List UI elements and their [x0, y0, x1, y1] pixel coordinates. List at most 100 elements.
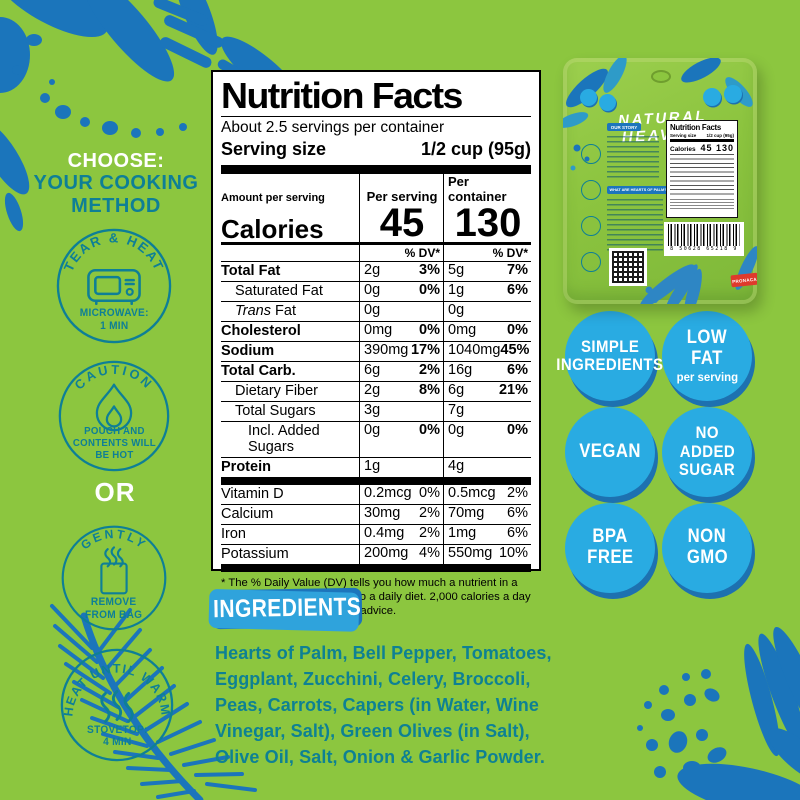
nutrient-values: 0mg 0% [359, 321, 443, 341]
claim-badge: NON GMO [662, 503, 752, 593]
story-text-lines [607, 136, 659, 180]
nutrient-values: 0g 0% [359, 421, 443, 457]
mini-claim-badge [703, 88, 721, 106]
nutrient-values: 16g 6% [443, 361, 531, 381]
vitamin-rows: Vitamin D 0.2mcg 0% 0.5mcg 2% Calcium 30mg 2% 70… [221, 484, 531, 564]
nutrient-values: 6g 2% [359, 361, 443, 381]
nutrient-row: Sodium 390mg 17% 1040mg 45% [221, 340, 531, 361]
step-caption: REMOVE FROM BAG [85, 596, 143, 621]
claim-badge: NO ADDED SUGAR [662, 407, 752, 497]
ingredients-title: INGREDIENTS [212, 592, 362, 624]
microwave-icon: TEAR & HEAT [56, 228, 172, 344]
nutrient-name: Sodium [221, 343, 275, 360]
nutrient-values: 3g [359, 401, 443, 421]
mini-step-icon [581, 180, 601, 200]
vitamin-row: Potassium 200mg 4% 550mg 10% [221, 543, 531, 564]
nutrient-values: 390mg 17% [359, 341, 443, 361]
mini-claim-badge [724, 85, 742, 103]
nutrient-values: 1040mg 45% [443, 341, 531, 361]
nutrient-values: 1mg 6% [443, 524, 531, 544]
nutrient-values: 0.5mcg 2% [443, 484, 531, 504]
nutrient-rows: Total Fat 2g 3% 5g 7% Saturated Fat 0g 0% 1g 6% Tr… [221, 260, 531, 477]
our-story-header: OUR STORY [607, 123, 641, 131]
nutrient-name: Saturated Fat [235, 283, 323, 300]
nutrient-name: Dietary Fiber [235, 383, 318, 400]
nutrient-row: Dietary Fiber 2g 8% 6g 21% [221, 380, 531, 401]
cooking-step-caution: CAUTION POUCH AND CONTENTS WILL BE HOT [57, 359, 171, 473]
vitamin-row: Calcium 30mg 2% 70mg 6% [221, 503, 531, 524]
per-serving-header: Per serving [359, 174, 443, 206]
nutrient-row: Total Sugars 3g 7g [221, 400, 531, 421]
cooking-step-tear-heat: TEAR & HEAT MICROWAVE: 1 MIN [55, 227, 173, 345]
nutrient-values: 5g 7% [443, 261, 531, 281]
nutrient-values: 0.4mg 2% [359, 524, 443, 544]
arc-label: TEAR & HEAT [61, 230, 165, 273]
svg-text:CAUTION: CAUTION [71, 362, 156, 393]
arc-label: CAUTION [71, 362, 154, 393]
serving-size-value: 1/2 cup (95g) [420, 139, 531, 160]
nutrient-row: Protein 1g 4g [221, 456, 531, 477]
vitamin-row: Iron 0.4mg 2% 1mg 6% [221, 523, 531, 544]
cooking-step-stovetop: HEAT UNTIL WARM STOVETOP: 4 MIN [59, 647, 175, 763]
svg-text:HEAT UNTIL WARM: HEAT UNTIL WARM [61, 662, 172, 717]
method-line1: YOUR COOKING [33, 172, 199, 195]
pouch-nutrition-panel: Nutrition Facts Serving size 1/2 cup (95… [666, 120, 738, 218]
bag-steam-icon: GENTLY [61, 525, 167, 631]
serving-size-row: Serving size 1/2 cup (95g) [221, 139, 531, 160]
nutrient-name: Cholesterol [221, 323, 301, 340]
column-header-row: Amount per serving Per serving Per conta… [221, 174, 531, 206]
nutrient-name: Protein [221, 459, 271, 476]
nutrient-row: Total Carb. 6g 2% 16g 6% [221, 360, 531, 381]
servings-per-container: About 2.5 servings per container [221, 119, 445, 137]
nutrient-name: Total Sugars [235, 403, 316, 420]
nutrient-values: 0g 0% [359, 281, 443, 301]
nutrient-values: 70mg 6% [443, 504, 531, 524]
arc-label: HEAT UNTIL WARM [61, 662, 171, 717]
claim-badges: SIMPLE INGREDIENTS LOW FAT per serving VEGAN N… [556, 311, 752, 593]
claim-badge: LOW FAT per serving [662, 311, 752, 401]
mini-step-icon [581, 144, 601, 164]
hearts-of-palm-header: WHAT ARE HEARTS OF PALM? [607, 186, 669, 194]
nutrient-values: 1g 6% [443, 281, 531, 301]
ingredients-badge: INGREDIENTS [211, 587, 363, 630]
calories-row: Calories 45 130 [221, 203, 531, 244]
nutrient-values: 200mg 4% [359, 544, 443, 564]
palm-text-lines [607, 199, 663, 251]
or-separator: OR [94, 477, 136, 507]
nutrient-values: 550mg 10% [443, 544, 531, 564]
nutrient-name: Trans Fat [235, 303, 296, 320]
serving-size-label: Serving size [221, 139, 327, 160]
thick-divider [221, 165, 531, 175]
product-pouch: NATURAL HEAVEN. OUR STORY WHAT ARE HEART… [563, 58, 757, 304]
nutrient-name: Total Carb. [221, 363, 296, 380]
nutrient-values: 30mg 2% [359, 504, 443, 524]
vitamin-name: Iron [221, 526, 246, 543]
nutrient-row: Trans Fat 0g 0g [221, 300, 531, 321]
amount-per-serving-label: Amount per serving [221, 192, 325, 205]
nutrition-facts-label: Nutrition Facts About 2.5 servings per c… [211, 70, 541, 617]
step-caption: MICROWAVE: 1 MIN [79, 307, 149, 332]
mini-step-icon [581, 216, 601, 236]
steam-icon: HEAT UNTIL WARM [60, 648, 174, 762]
vitamin-name: Calcium [221, 506, 274, 523]
claim-badge: VEGAN [565, 407, 655, 497]
claim-badge: SIMPLE INGREDIENTS [556, 311, 663, 401]
nutrient-row: Total Fat 2g 3% 5g 7% [221, 260, 531, 281]
dv-header-serving: % DV* [359, 244, 443, 261]
barcode: 8 50628 65218 9 [664, 222, 744, 256]
mini-step-icon [581, 252, 601, 272]
pouch-hang-hole [651, 70, 671, 83]
vitamin-row: Vitamin D 0.2mcg 0% 0.5mcg 2% [221, 484, 531, 504]
calories-per-container: 130 [443, 203, 531, 243]
nutrient-row: Saturated Fat 0g 0% 1g 6% [221, 280, 531, 301]
thick-divider [221, 476, 531, 485]
thick-divider [221, 563, 531, 572]
nutrient-row: Incl. Added Sugars 0g 0% 0g 0% [221, 420, 531, 457]
calories-label: Calories [221, 213, 324, 244]
nutrient-values: 0g [443, 301, 531, 321]
choose-method-heading: CHOOSE: YOUR COOKING METHOD [30, 150, 202, 217]
cooking-step-gently: GENTLY REMOVE FROM BAG [60, 524, 168, 632]
nutrient-values: 0g [359, 301, 443, 321]
